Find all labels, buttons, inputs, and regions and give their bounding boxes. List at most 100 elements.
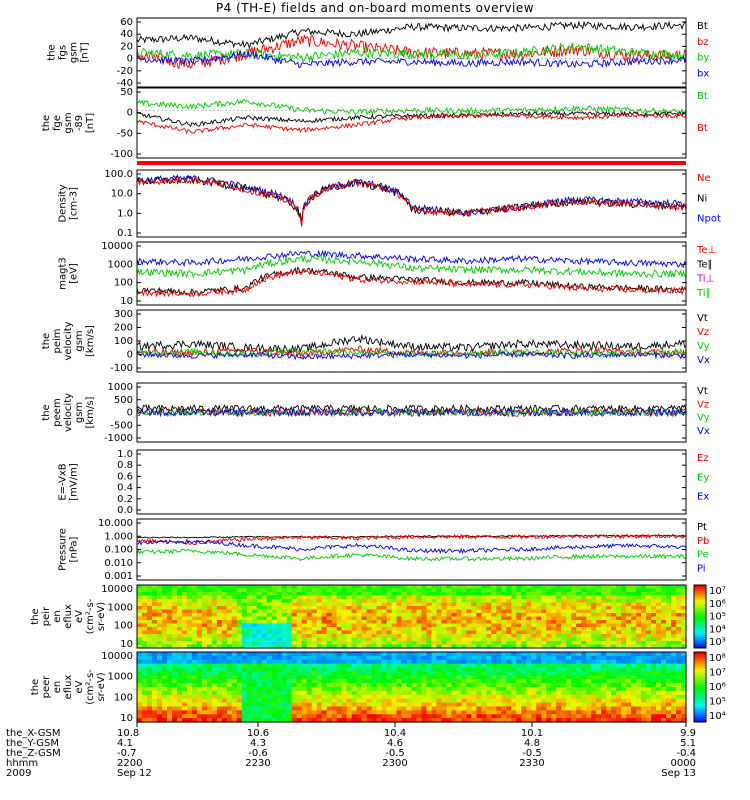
spectrogram-cell	[646, 634, 652, 639]
spectrogram-cell	[531, 630, 537, 635]
spectrogram-cell	[631, 613, 637, 618]
spectrogram-cell	[286, 675, 293, 680]
spectrogram-cell	[166, 595, 173, 600]
spectrogram-cell	[581, 687, 587, 692]
spectrogram-cell	[161, 620, 168, 625]
spectrogram-cell	[606, 667, 612, 673]
spectrogram-cell	[491, 606, 497, 611]
spectrogram-cell	[341, 630, 348, 635]
spectrogram-cell	[311, 679, 318, 684]
spectrogram-cell	[186, 585, 193, 590]
spectrogram-cell	[191, 588, 198, 593]
spectrogram-cell	[246, 714, 253, 719]
spectrogram-cell	[146, 613, 153, 618]
spectrogram-cell	[256, 718, 263, 723]
spectrogram-cell	[186, 623, 193, 628]
spectrogram-cell	[501, 599, 507, 604]
spectrogram-cell	[416, 599, 423, 604]
spectrogram-cell	[256, 710, 263, 715]
spectrogram-cell	[166, 620, 173, 625]
spectrogram-cell	[266, 710, 273, 715]
spectrogram-cell	[641, 710, 647, 715]
spectrogram-cell	[606, 599, 612, 604]
spectrogram-cell	[216, 606, 223, 611]
spectrogram-cell	[606, 609, 612, 614]
spectrogram-cell	[346, 630, 353, 635]
spectrogram-cell	[446, 663, 453, 669]
spectrogram-cell	[221, 644, 228, 649]
spectrogram-cell	[321, 714, 328, 719]
spectrogram-cell	[261, 698, 268, 704]
spectrogram-cell	[466, 675, 472, 680]
spectrogram-cell	[671, 718, 677, 723]
spectrogram-cell	[431, 671, 438, 676]
spectrogram-cell	[486, 641, 492, 646]
spectrogram-cell	[621, 585, 627, 590]
spectrogram-cell	[491, 588, 497, 593]
spectrogram-cell	[196, 623, 203, 628]
spectrogram-cell	[141, 585, 148, 590]
spectrogram-cell	[516, 706, 522, 711]
spectrogram-cell	[241, 690, 248, 696]
spectrogram-cell	[496, 620, 502, 625]
spectrogram-cell	[616, 718, 622, 723]
colorbar-cell	[694, 661, 706, 665]
spectrogram-cell	[636, 706, 642, 711]
spectrogram-cell	[316, 714, 323, 719]
spectrogram-cell	[406, 710, 413, 715]
spectrogram-cell	[621, 675, 627, 680]
spectrogram-cell	[411, 606, 418, 611]
spectrogram-cell	[326, 683, 333, 688]
time-axis-value: -0.5	[385, 748, 405, 759]
spectrogram-cell	[231, 675, 238, 680]
spectrogram-cell	[426, 623, 433, 628]
spectrogram-cell	[231, 655, 238, 661]
spectrogram-cell	[371, 652, 378, 657]
spectrogram-cell	[611, 652, 617, 657]
spectrogram-cell	[441, 613, 448, 618]
spectrogram-cell	[356, 588, 363, 593]
spectrogram-cell	[246, 613, 253, 618]
spectrogram-cell	[651, 609, 657, 614]
spectrogram-cell	[486, 652, 492, 657]
ylabel-line: [cm-3]	[69, 187, 80, 220]
spectrogram-cell	[186, 679, 193, 684]
colorbar-cell	[694, 668, 706, 672]
spectrogram-cell	[641, 623, 647, 628]
spectrogram-cell	[651, 585, 657, 590]
spectrogram-cell	[281, 644, 288, 649]
spectrogram-cell	[666, 588, 672, 593]
spectrogram-cell	[236, 644, 243, 649]
spectrogram-cell	[181, 613, 188, 618]
spectrogram-cell	[311, 592, 318, 597]
spectrogram-cell	[241, 679, 248, 684]
spectrogram-cell	[611, 599, 617, 604]
spectrogram-cell	[291, 652, 298, 657]
spectrogram-cell	[171, 644, 178, 649]
spectrogram-cell	[451, 706, 458, 711]
spectrogram-cell	[546, 687, 552, 692]
spectrogram-cell	[256, 683, 263, 688]
spectrogram-cell	[271, 592, 278, 597]
spectrogram-cell	[146, 620, 153, 625]
spectrogram-cell	[141, 623, 148, 628]
spectrogram-cell	[191, 714, 198, 719]
spectrogram-cell	[596, 588, 602, 593]
spectrogram-cell	[271, 655, 278, 661]
spectrogram-cell	[336, 627, 343, 632]
spectrogram-cell	[376, 710, 383, 715]
tick-label: -50	[117, 128, 133, 139]
spectrogram-cell	[381, 683, 388, 688]
spectrogram-cell	[676, 710, 682, 715]
spectrogram-cell	[556, 592, 562, 597]
spectrogram-cell	[561, 710, 567, 715]
spectrogram-cell	[271, 630, 278, 635]
spectrogram-cell	[271, 702, 278, 708]
time-axis-value: Sep 12	[117, 768, 152, 779]
spectrogram-cell	[291, 637, 298, 642]
spectrogram-cell	[671, 616, 677, 621]
spectrogram-cell	[536, 714, 542, 719]
spectrogram-cell	[551, 694, 557, 700]
spectrogram-cell	[481, 602, 487, 607]
spectrogram-cell	[311, 588, 318, 593]
